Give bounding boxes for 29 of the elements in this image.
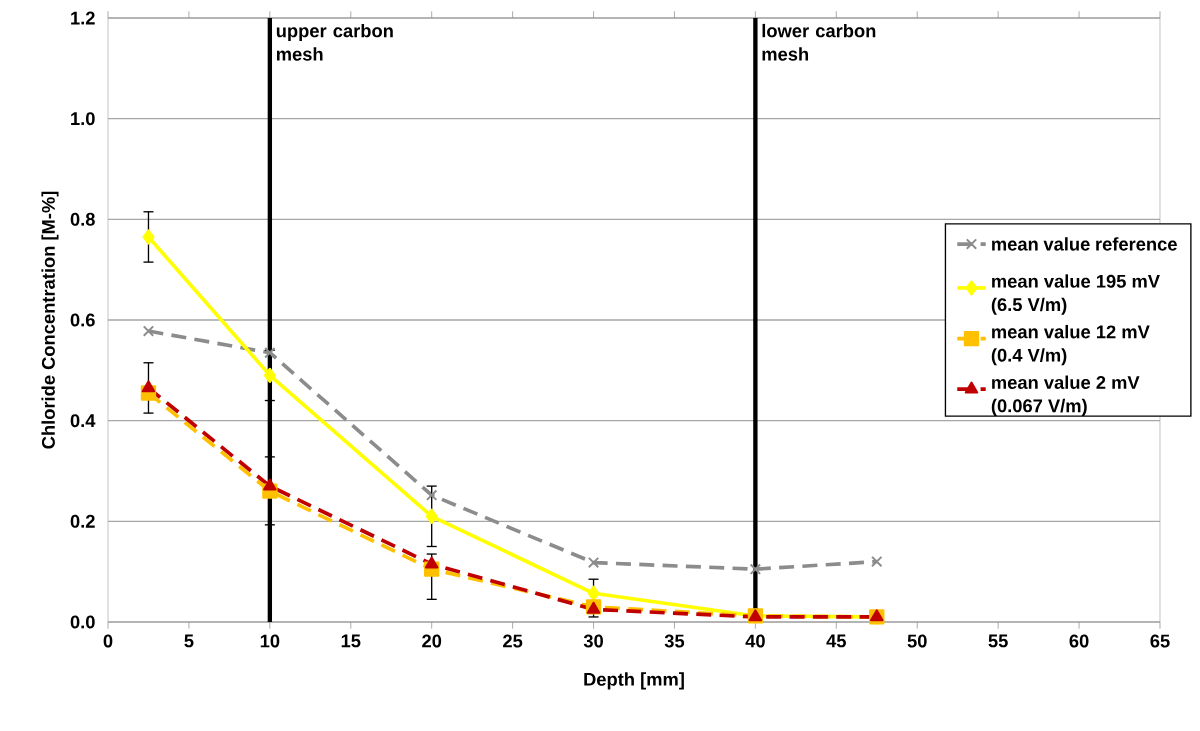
x-tick-label: 55 xyxy=(988,634,1008,648)
x-tick-label: 15 xyxy=(341,634,361,648)
x-tick-label: 35 xyxy=(664,634,685,648)
y-tick-label: 0.6 xyxy=(70,313,95,327)
x-tick-label: 45 xyxy=(826,634,846,648)
x-tick-label: 65 xyxy=(1150,634,1170,648)
y-tick-label: 1.0 xyxy=(71,112,95,126)
y-tick-label: 0.0 xyxy=(70,615,95,629)
legend-label: mean value reference xyxy=(992,237,1177,251)
legend-label: mean value 195 mV (6.5 V/m) xyxy=(991,274,1160,315)
ref-line-label: lower carbon mesh xyxy=(762,23,876,61)
x-tick-label: 50 xyxy=(907,634,927,648)
y-tick-label: 0.8 xyxy=(70,212,95,226)
legend-label: mean value 12 mV (0.4 V/m) xyxy=(991,324,1150,366)
x-axis-title: Depth [mm] xyxy=(584,672,684,690)
ref-line-label: upper carbon mesh xyxy=(276,23,393,61)
legend-label: mean value 2 mV (0.067 V/m) xyxy=(991,375,1140,416)
x-tick-label: 5 xyxy=(184,634,194,648)
y-tick-label: 1.2 xyxy=(71,11,95,25)
x-tick-label: 10 xyxy=(260,634,280,648)
x-tick-label: 25 xyxy=(503,634,523,648)
y-tick-label: 0.4 xyxy=(70,414,96,428)
y-axis-title: Chloride Concentration [M-%] xyxy=(41,191,59,449)
y-tick-label: 0.2 xyxy=(70,514,95,528)
x-tick-label: 60 xyxy=(1069,634,1089,648)
x-tick-label: 0 xyxy=(103,634,113,648)
x-tick-label: 30 xyxy=(583,634,603,648)
x-tick-label: 20 xyxy=(422,634,442,648)
x-tick-label: 40 xyxy=(745,634,765,648)
